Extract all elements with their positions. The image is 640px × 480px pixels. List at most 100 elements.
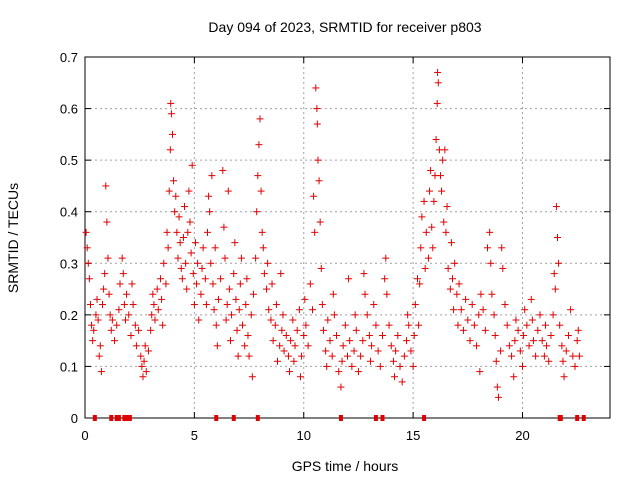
- data-point: [556, 321, 564, 329]
- data-point: [97, 368, 105, 376]
- y-axis-label: SRMTID / TECUs: [5, 183, 21, 293]
- data-point: [484, 244, 491, 252]
- data-point: [221, 254, 229, 262]
- data-point: [415, 321, 423, 329]
- data-point: [174, 254, 182, 262]
- data-point: [492, 357, 500, 365]
- data-point: [351, 311, 359, 319]
- data-point: [140, 357, 148, 365]
- data-point: [387, 342, 395, 350]
- data-point: [498, 244, 506, 252]
- y-tick-label: 0.3: [60, 256, 78, 271]
- data-point: [352, 326, 360, 334]
- data-point: [499, 264, 507, 272]
- data-point: [434, 68, 442, 76]
- data-point: [451, 259, 459, 267]
- x-tick-label: 5: [191, 428, 198, 443]
- data-point: [183, 285, 191, 293]
- data-point: [368, 342, 376, 350]
- gap-marker: [116, 415, 121, 421]
- data-point: [545, 357, 553, 365]
- data-point: [123, 290, 131, 298]
- data-point: [420, 197, 428, 205]
- data-point: [464, 316, 472, 324]
- data-point: [243, 275, 251, 283]
- data-point: [407, 347, 415, 355]
- data-point: [547, 331, 555, 339]
- data-point: [573, 337, 581, 345]
- data-point: [205, 192, 213, 200]
- data-point: [105, 290, 113, 298]
- data-point: [208, 172, 216, 180]
- data-point: [184, 228, 192, 236]
- data-point: [481, 326, 489, 334]
- data-point: [430, 197, 438, 205]
- data-point: [574, 326, 582, 334]
- data-point: [253, 208, 261, 216]
- data-point: [366, 357, 374, 365]
- data-point: [290, 357, 298, 365]
- data-point: [255, 141, 263, 149]
- data-point: [165, 187, 173, 195]
- data-point: [142, 368, 150, 376]
- data-point: [409, 362, 417, 370]
- data-point: [86, 301, 94, 309]
- data-point: [508, 352, 516, 360]
- data-point: [575, 352, 583, 360]
- data-point: [306, 280, 314, 288]
- y-tick-label: 0.7: [60, 50, 78, 65]
- data-point: [258, 228, 266, 236]
- data-point: [249, 290, 257, 298]
- gap-marker: [109, 415, 114, 421]
- data-point: [318, 301, 326, 309]
- data-point: [494, 393, 502, 401]
- data-point: [163, 228, 171, 236]
- data-point: [131, 321, 139, 329]
- data-point: [432, 136, 440, 144]
- data-point: [265, 306, 273, 314]
- data-point: [271, 321, 279, 329]
- data-point: [440, 218, 448, 226]
- data-point: [370, 301, 378, 309]
- data-point: [326, 337, 334, 345]
- data-point: [154, 306, 162, 314]
- data-point: [223, 301, 231, 309]
- data-point: [312, 84, 320, 92]
- data-point: [433, 99, 441, 107]
- data-point: [195, 316, 203, 324]
- data-point: [209, 280, 217, 288]
- data-point: [230, 270, 238, 278]
- data-point: [554, 234, 561, 241]
- data-point: [383, 290, 391, 298]
- gap-marker: [122, 415, 127, 421]
- data-point: [453, 290, 461, 298]
- data-point: [144, 347, 152, 355]
- data-point: [287, 337, 295, 345]
- data-point: [244, 331, 252, 339]
- data-point: [421, 264, 429, 272]
- data-point: [284, 352, 292, 360]
- data-point: [462, 295, 470, 303]
- data-point: [95, 352, 103, 360]
- data-point: [350, 347, 358, 355]
- data-point: [313, 105, 321, 113]
- data-point: [558, 342, 566, 350]
- data-point: [93, 295, 101, 303]
- data-point: [239, 321, 246, 329]
- data-point: [121, 316, 129, 324]
- data-point: [354, 368, 362, 376]
- gap-marker: [558, 415, 563, 421]
- data-point: [319, 326, 327, 334]
- data-point: [220, 223, 228, 231]
- gap-marker: [231, 415, 236, 421]
- data-point: [204, 228, 211, 236]
- data-point: [519, 362, 526, 370]
- data-point: [529, 337, 537, 345]
- data-point: [141, 342, 149, 350]
- data-point: [449, 275, 456, 283]
- data-point: [147, 326, 155, 334]
- data-point: [536, 311, 544, 319]
- data-point: [438, 187, 446, 195]
- gap-marker: [127, 415, 132, 421]
- data-point: [385, 321, 393, 329]
